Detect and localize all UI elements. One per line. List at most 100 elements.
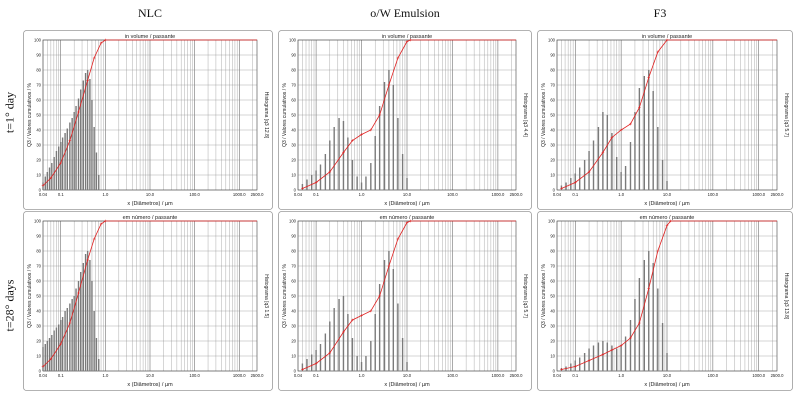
y-axis-label: Q3 / Valores cumulativos / % <box>27 264 33 328</box>
y-tick-label: 20 <box>550 158 555 163</box>
histogram-bar <box>77 98 80 190</box>
cumulative-point <box>669 219 672 223</box>
y-tick-label: 80 <box>291 249 296 254</box>
cumulative-point <box>99 222 103 226</box>
histogram-bar <box>55 327 58 371</box>
y-tick-label: 40 <box>550 309 555 314</box>
cumulative-point <box>104 219 107 223</box>
histogram-bar <box>61 317 64 371</box>
histogram-bar <box>306 179 308 190</box>
x-tick-label: 10.0 <box>403 192 412 197</box>
cumulative-point <box>587 170 591 174</box>
x-axis-label: x (Diâmetros) / µm <box>644 201 690 207</box>
y-tick-label: 0 <box>553 188 556 193</box>
cumulative-point <box>41 184 45 187</box>
histogram-bar <box>82 263 84 371</box>
chart-title: in volume / passante <box>382 34 432 40</box>
right-axis-label: Histograma [q3 4.4] <box>522 93 528 137</box>
histogram-bar <box>615 348 618 371</box>
cumulative-point <box>647 287 651 290</box>
cumulative-point <box>396 56 400 60</box>
chart-f3-day-28: em número / passante 0 10 20 30 40 50 60 70 80 90 1… <box>537 211 793 391</box>
histogram-bar <box>58 146 60 190</box>
y-axis-label: Q3 / Valores cumulativos / % <box>27 83 33 147</box>
histogram-bar <box>301 363 304 371</box>
histogram-bar <box>615 157 618 190</box>
y-tick-label: 100 <box>548 219 556 224</box>
histogram-bar <box>652 263 654 371</box>
histogram-bar <box>53 330 55 371</box>
histogram-bar <box>397 118 399 190</box>
histogram-bar <box>71 118 73 190</box>
x-axis-label: x (Diâmetros) / µm <box>384 201 430 207</box>
histogram-bar <box>657 127 659 190</box>
histogram-bar <box>383 260 386 371</box>
histogram-bar <box>48 338 51 371</box>
x-tick-label: 0.1 <box>572 373 578 378</box>
y-tick-label: 40 <box>291 128 296 133</box>
y-tick-label: 70 <box>550 83 555 88</box>
cumulative-point <box>77 110 80 114</box>
histogram-bar <box>315 350 317 371</box>
x-tick-label: 100.0 <box>447 373 458 378</box>
chart-nlc-day-28: em número / passante 0 10 20 30 40 50 60 70 80 90 1… <box>23 211 273 391</box>
x-tick-label: 0.1 <box>313 373 319 378</box>
histogram-bar <box>624 336 627 371</box>
cumulative-point <box>342 330 345 334</box>
histogram-bar <box>84 73 87 190</box>
histogram-bar <box>351 160 354 190</box>
cumulative-point <box>369 128 373 132</box>
x-tick-label: 0.1 <box>572 192 578 197</box>
cumulative-point <box>629 336 632 340</box>
cumulative-point <box>601 353 605 356</box>
x-tick-label: 1.0 <box>102 192 108 197</box>
histogram-bar <box>95 338 98 371</box>
y-tick-label: 80 <box>550 249 555 254</box>
row-header-day-1: t=1° day <box>2 91 17 134</box>
y-tick-label: 0 <box>294 369 297 374</box>
cumulative-point <box>638 106 641 109</box>
cumulative-point <box>49 176 53 180</box>
y-tick-label: 30 <box>550 143 555 148</box>
y-tick-label: 30 <box>291 324 296 329</box>
histogram-bar <box>91 281 93 371</box>
histogram-bar <box>401 154 404 190</box>
x-tick-label: 1000.0 <box>752 373 765 378</box>
y-tick-label: 0 <box>294 188 297 193</box>
histogram-bar <box>75 288 77 371</box>
cumulative-point <box>573 365 577 368</box>
histogram-bar <box>620 172 622 190</box>
histogram-bar <box>73 112 75 190</box>
y-tick-label: 50 <box>550 294 555 299</box>
y-tick-label: 60 <box>291 279 296 284</box>
y-tick-label: 30 <box>291 143 296 148</box>
y-tick-label: 90 <box>36 234 41 239</box>
cumulative-point <box>314 362 318 365</box>
x-tick-label: 0.04 <box>553 192 562 197</box>
histogram-bar <box>606 342 609 371</box>
cumulative-point <box>59 161 63 165</box>
y-tick-label: 40 <box>550 128 555 133</box>
cumulative-point <box>610 348 614 352</box>
cumulative-point <box>387 83 391 87</box>
y-tick-label: 10 <box>291 173 296 178</box>
x-tick-label: 1.0 <box>618 373 624 378</box>
y-tick-label: 10 <box>36 354 41 359</box>
cumulative-point <box>328 351 332 355</box>
cumulative-point <box>378 294 381 298</box>
chart-title: em número / passante <box>123 215 178 221</box>
y-tick-label: 10 <box>291 354 296 359</box>
y-tick-label: 100 <box>34 38 42 43</box>
histogram-bar <box>661 160 664 190</box>
histogram-bar <box>629 142 632 190</box>
y-tick-label: 40 <box>36 309 41 314</box>
x-axis-label: x (Diâmetros) / µm <box>127 201 173 207</box>
x-axis-label: x (Diâmetros) / µm <box>644 382 690 388</box>
y-tick-label: 0 <box>553 369 556 374</box>
cumulative-point <box>301 187 304 190</box>
histogram-bar <box>44 344 46 371</box>
y-tick-label: 60 <box>36 279 41 284</box>
histogram-bar <box>370 163 372 190</box>
cumulative-point <box>405 221 409 224</box>
cumulative-point <box>610 136 614 139</box>
